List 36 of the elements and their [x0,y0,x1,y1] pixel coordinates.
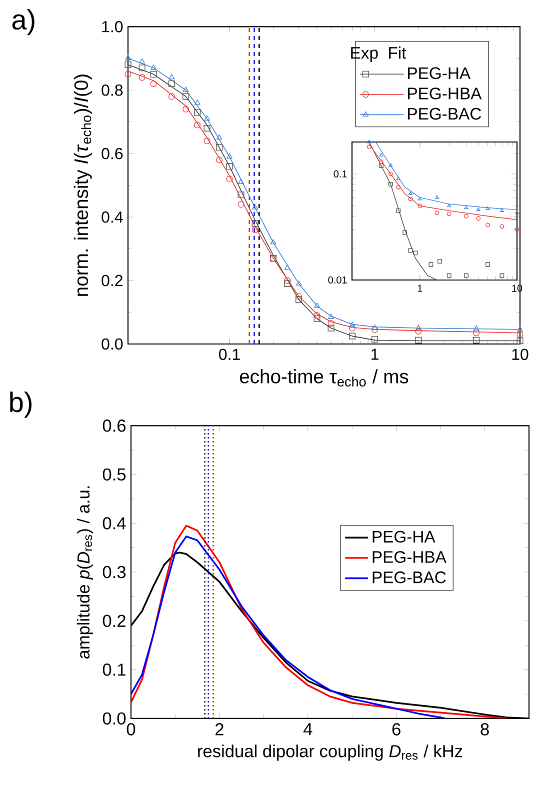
y-axis-title: amplitude p(D$_{res}$) / a.u. [76,486,94,659]
chart-title: a) [12,9,34,36]
x-tick-label: 1 [418,284,422,292]
x-tick-label: 8 [480,723,489,736]
legend-label: PEG-HBA [372,551,446,563]
legend-label: PEG-HA [408,67,471,80]
y-tick-label: 0.6 [102,420,126,432]
y-tick-label: 0.0 [102,338,123,350]
annotation: Fit [389,46,406,59]
legend-label: PEG-HA [372,530,436,543]
x-tick-label: 0 [126,723,136,736]
x-tick-label: 10 [512,348,528,360]
x-tick-label: 2 [216,723,224,736]
y-tick-label: 0.3 [102,566,126,578]
y-tick-label: 0.4 [102,211,123,223]
y-tick-label: 0.4 [102,517,126,530]
legend-label: PEG-BAC [372,571,446,584]
y-tick-label: 0.1 [102,664,126,676]
x-axis-title: residual dipolar coupling D$_{res}$ / kHz [198,744,462,761]
y-tick-label: 0.01 [328,276,347,284]
x-tick-label: 4 [303,723,312,736]
y-tick-label: 0.2 [102,614,126,627]
x-tick-label: 1 [372,348,378,360]
chart-title: b) [10,392,32,418]
y-tick-label: 0.0 [102,712,126,725]
y-tick-label: 0.6 [102,148,123,160]
x-tick-label: 6 [392,723,400,736]
y-tick-label: 0.8 [102,84,123,96]
y-axis-title: norm. intensity I(τ$_{echo}$)/I(0) [74,74,92,296]
x-tick-label: 0.1 [219,348,240,360]
x-axis-title: echo-time τ$_{echo}$ / ms [240,369,408,387]
legend-label: PEG-BAC [408,108,482,120]
legend-label: PEG-HBA [408,88,482,100]
y-tick-label: 0.5 [102,468,126,481]
y-tick-label: 0.2 [102,274,122,286]
y-tick-label: 1.0 [102,21,123,32]
